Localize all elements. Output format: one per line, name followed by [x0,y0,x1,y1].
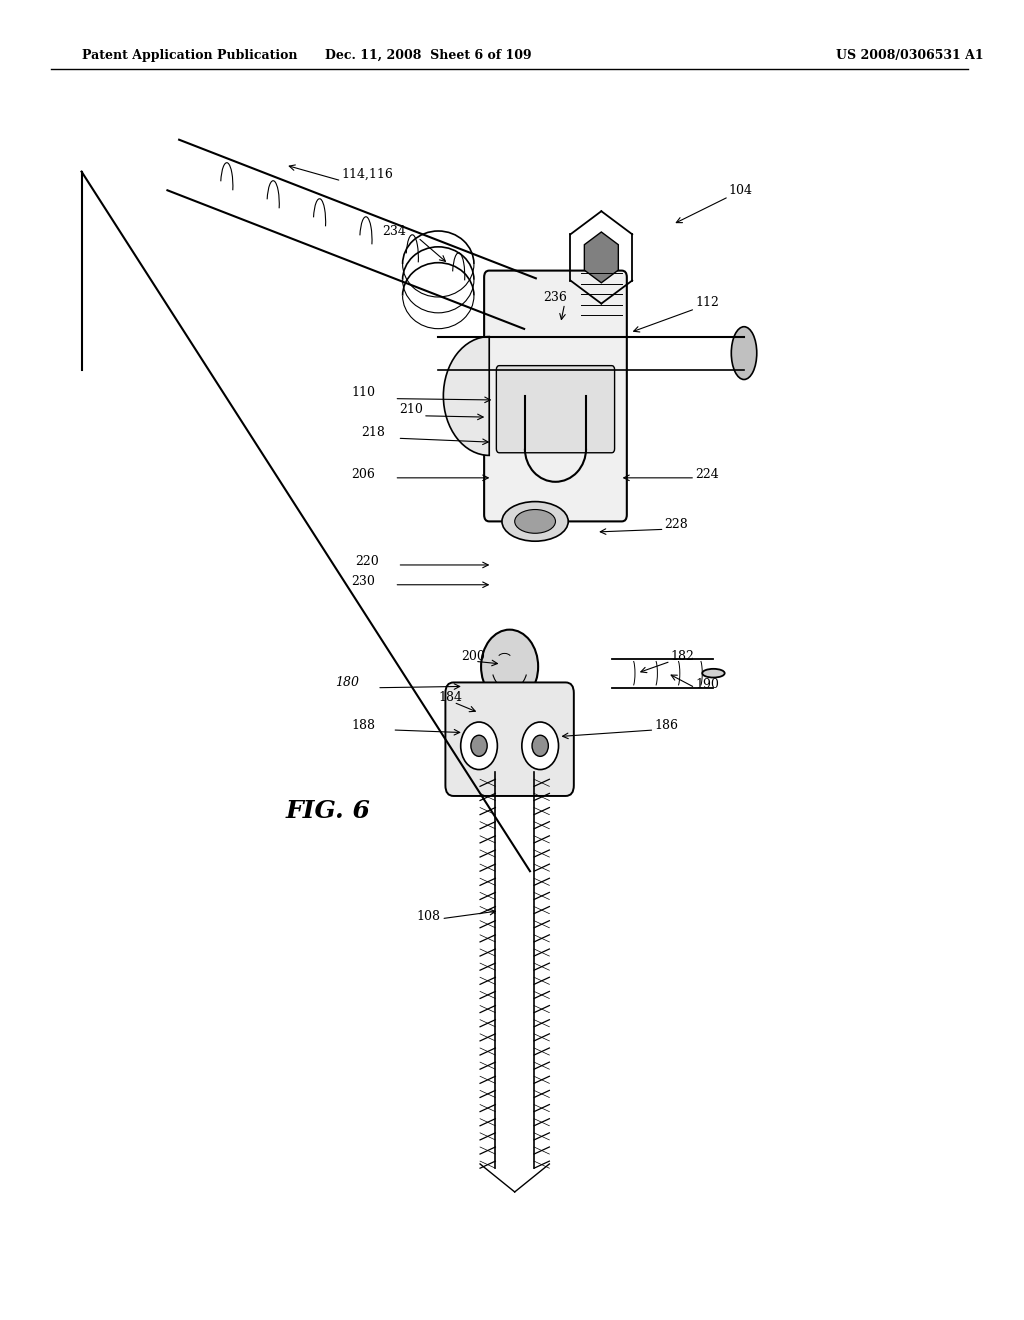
Text: 228: 228 [665,517,688,531]
Text: 110: 110 [351,385,375,399]
FancyBboxPatch shape [445,682,573,796]
Polygon shape [585,232,618,282]
Circle shape [471,735,487,756]
Text: FIG. 6: FIG. 6 [286,800,371,824]
Text: 186: 186 [654,718,678,731]
Ellipse shape [510,293,550,314]
Text: 188: 188 [351,718,375,731]
Circle shape [532,735,548,756]
Ellipse shape [502,502,568,541]
Text: 104: 104 [729,183,753,197]
Text: 236: 236 [544,290,567,304]
Text: 112: 112 [695,296,719,309]
Text: 180: 180 [335,676,358,689]
Ellipse shape [515,510,555,533]
Ellipse shape [731,326,757,379]
Text: 210: 210 [399,403,423,416]
Text: 220: 220 [355,554,379,568]
Text: 182: 182 [671,649,694,663]
Text: 114,116: 114,116 [341,168,393,181]
Text: 218: 218 [361,425,385,438]
Circle shape [522,722,558,770]
Ellipse shape [702,669,725,677]
Wedge shape [443,337,489,455]
Circle shape [481,630,539,704]
Text: 206: 206 [351,467,375,480]
Text: 230: 230 [351,574,375,587]
Text: 184: 184 [438,690,462,704]
FancyBboxPatch shape [497,366,614,453]
Text: US 2008/0306531 A1: US 2008/0306531 A1 [836,49,983,62]
Text: 108: 108 [417,909,440,923]
Text: 190: 190 [695,677,719,690]
Text: 234: 234 [382,224,407,238]
Circle shape [461,722,498,770]
Text: Dec. 11, 2008  Sheet 6 of 109: Dec. 11, 2008 Sheet 6 of 109 [325,49,531,62]
Text: 200: 200 [461,649,484,663]
Text: 224: 224 [695,467,719,480]
FancyBboxPatch shape [484,271,627,521]
Text: Patent Application Publication: Patent Application Publication [82,49,297,62]
